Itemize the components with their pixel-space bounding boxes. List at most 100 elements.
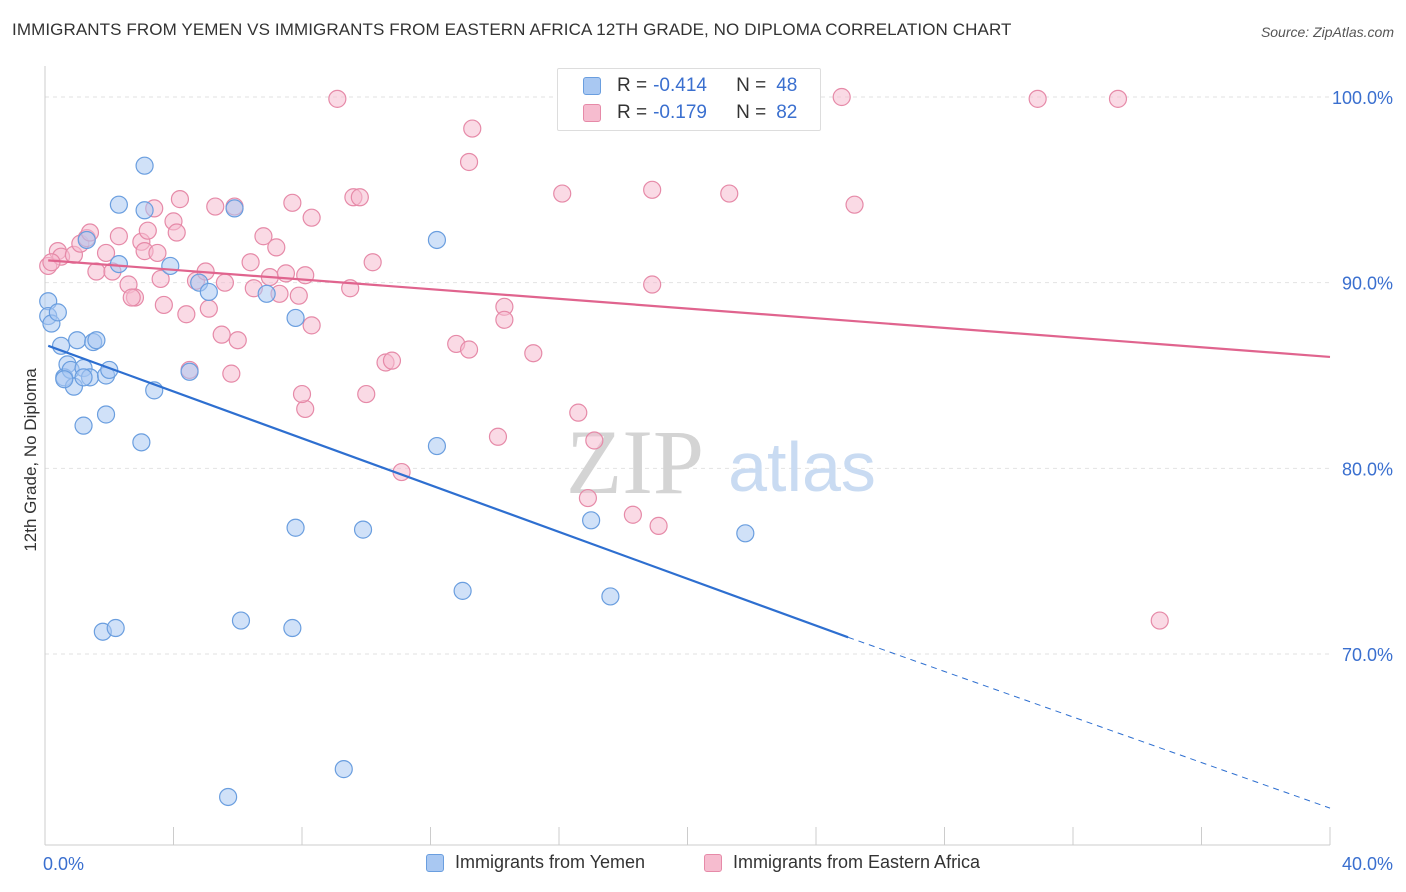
yemen-point	[55, 370, 74, 389]
eastern-africa-point	[215, 273, 234, 292]
legend-row-eastern-africa: R = -0.179 N = 82	[583, 101, 797, 125]
tick-labels: 100.0% 90.0% 80.0% 70.0% 0.0% 40.0%	[43, 88, 1393, 874]
legend-n-value: 82	[776, 102, 798, 123]
legend-swatch-eastern-africa	[583, 104, 601, 122]
eastern-africa-point	[222, 364, 241, 383]
yemen-point	[87, 331, 106, 350]
eastern-africa-point	[228, 331, 247, 350]
yemen-point	[286, 308, 305, 328]
yemen-point	[109, 255, 128, 274]
series-legend-label-eastern-africa: Immigrants from Eastern Africa	[733, 852, 981, 872]
eastern-africa-point	[569, 403, 588, 422]
eastern-africa-point	[109, 227, 128, 246]
legend-row-yemen: R = -0.414 N = 48	[583, 74, 797, 98]
eastern-africa-point	[643, 275, 662, 294]
eastern-africa-point	[302, 316, 321, 335]
eastern-africa-point	[148, 243, 167, 263]
eastern-africa-point	[845, 195, 864, 214]
eastern-africa-point	[177, 305, 196, 324]
eastern-africa-point	[459, 340, 479, 359]
eastern-africa-point	[623, 505, 642, 524]
eastern-africa-point	[289, 286, 308, 305]
eastern-africa-point	[832, 87, 851, 107]
eastern-africa-point	[292, 384, 312, 404]
eastern-africa-point	[1150, 611, 1169, 630]
eastern-africa-point	[302, 208, 321, 227]
yemen-point	[225, 199, 244, 218]
legend-n-label: N =	[736, 102, 767, 123]
eastern-africa-point	[87, 262, 106, 281]
eastern-africa-point	[167, 223, 186, 242]
x-tick-label-min: 0.0%	[43, 854, 84, 874]
eastern-africa-point	[553, 184, 572, 203]
yemen-point	[109, 195, 128, 214]
series-legend: Immigrants from Yemen Immigrants from Ea…	[0, 852, 1406, 876]
eastern-africa-point	[206, 197, 225, 216]
yemen-point	[427, 230, 447, 250]
yemen-point	[257, 284, 276, 303]
eastern-africa-point	[138, 221, 157, 240]
yemen-point	[219, 787, 238, 807]
source-credit: Source: ZipAtlas.com	[1260, 24, 1394, 40]
eastern-africa-point	[357, 384, 376, 404]
legend-n-value: 48	[776, 75, 798, 96]
trend-lines	[47, 259, 1331, 809]
eastern-africa-point	[42, 253, 61, 272]
eastern-africa-point	[283, 193, 302, 212]
yemen-point	[582, 511, 601, 530]
eastern-africa-point	[1108, 89, 1128, 108]
legend-r-label: R =	[617, 102, 648, 123]
yemen-point	[135, 156, 154, 175]
axis-layer	[44, 66, 1331, 846]
eastern-africa-point	[720, 184, 739, 203]
eastern-africa-point	[585, 431, 604, 450]
eastern-africa-point	[199, 299, 218, 318]
eastern-africa-point	[643, 180, 662, 199]
yemen-point	[601, 587, 620, 606]
eastern-africa-point	[151, 269, 170, 289]
eastern-africa-point	[122, 288, 141, 307]
yemen-point	[74, 416, 93, 435]
legend-swatch-yemen	[583, 77, 601, 95]
yemen-point	[48, 303, 67, 322]
legend-r-value: -0.179	[653, 102, 707, 123]
yemen-point	[74, 368, 93, 387]
legend-r-value: -0.414	[653, 75, 707, 96]
yemen-point	[135, 201, 154, 220]
eastern-africa-point	[96, 243, 116, 263]
watermark: ZIP atlas	[566, 411, 876, 513]
yemen-trend-extension	[847, 636, 1331, 809]
correlation-legend: R = -0.414 N = 48 R = -0.179 N = 82	[557, 68, 821, 131]
yemen-point	[77, 230, 96, 250]
yemen-point	[199, 282, 218, 302]
eastern-africa-point	[495, 310, 514, 329]
eastern-africa-point	[154, 295, 173, 315]
yemen-point	[736, 524, 755, 543]
eastern-africa-point	[328, 89, 347, 108]
eastern-africa-point	[488, 427, 508, 446]
yemen-point	[180, 362, 199, 381]
eastern-africa-point	[578, 488, 598, 508]
eastern-africa-point	[254, 227, 273, 246]
chart-title: IMMIGRANTS FROM YEMEN VS IMMIGRANTS FROM…	[12, 20, 1012, 39]
eastern-africa-trend-line	[48, 259, 1331, 359]
y-tick-label: 70.0%	[1342, 645, 1393, 665]
legend-r-label: R =	[617, 75, 648, 96]
legend-n-label: N =	[736, 75, 767, 96]
series-legend-item-eastern-africa[interactable]: Immigrants from Eastern Africa	[704, 852, 980, 873]
series-legend-label-yemen: Immigrants from Yemen	[455, 852, 646, 872]
watermark-atlas: atlas	[728, 428, 876, 506]
y-tick-label: 100.0%	[1332, 88, 1393, 108]
y-tick-label: 80.0%	[1342, 459, 1393, 479]
eastern-africa-point	[350, 188, 369, 207]
yemen-point	[353, 520, 373, 539]
eastern-africa-point	[170, 190, 190, 209]
yemen-point	[231, 611, 251, 630]
eastern-africa-point	[212, 325, 231, 344]
series-legend-item-yemen[interactable]: Immigrants from Yemen	[426, 852, 645, 873]
eastern-africa-point	[524, 344, 543, 363]
eastern-africa-point	[267, 238, 286, 257]
yemen-point	[286, 518, 305, 537]
eastern-africa-point	[649, 516, 668, 535]
